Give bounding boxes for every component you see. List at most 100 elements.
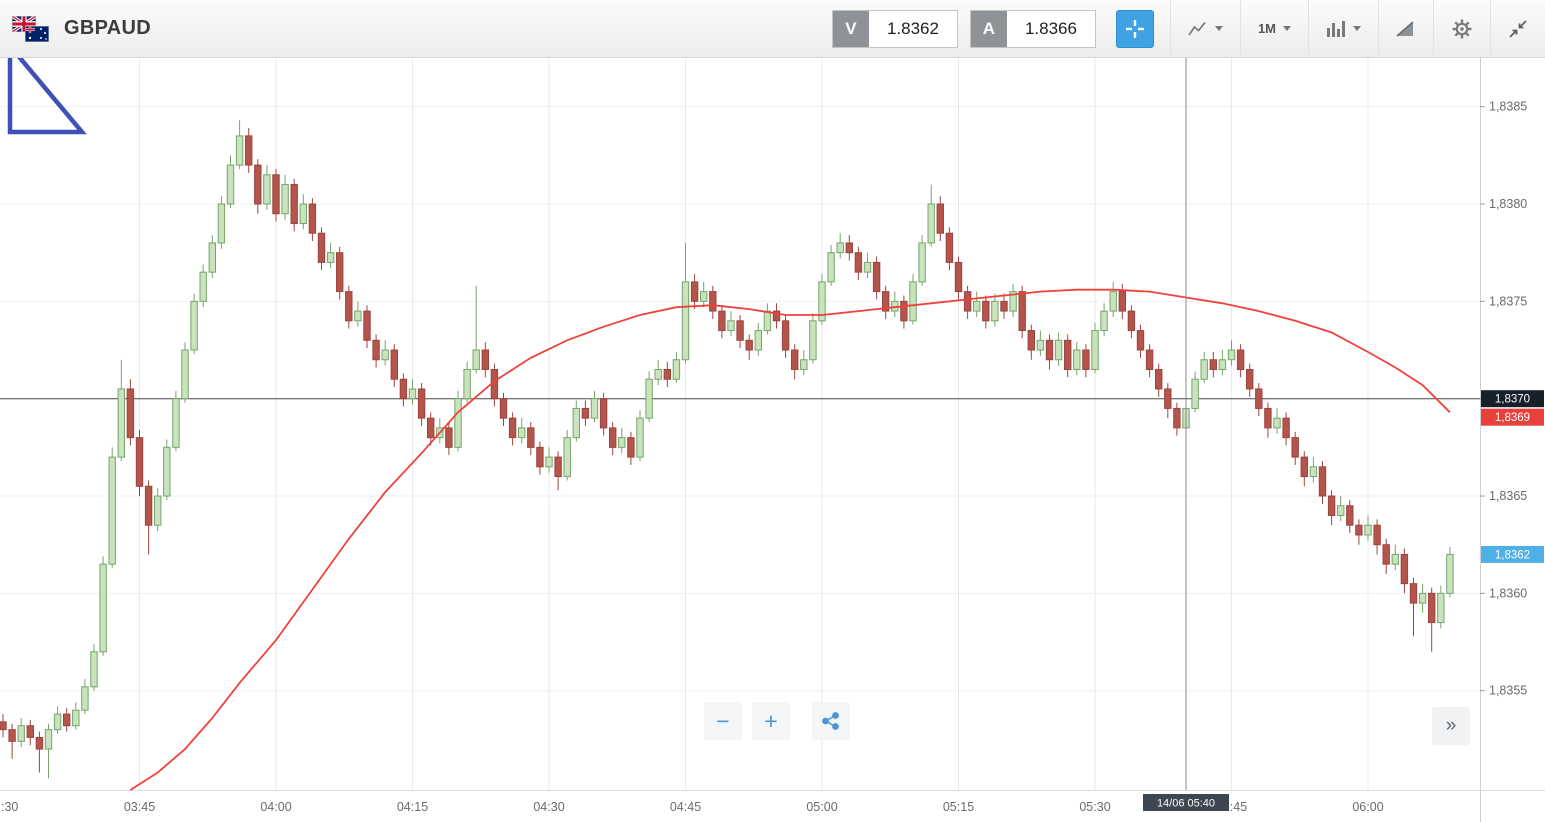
price-tick-label: 1,8375 bbox=[1489, 294, 1527, 308]
candle bbox=[581, 407, 590, 419]
candle bbox=[0, 721, 7, 731]
candle bbox=[836, 242, 844, 254]
zoom-out-button[interactable]: − bbox=[704, 702, 742, 740]
settings-gear-icon bbox=[1452, 19, 1472, 38]
last-price-badge-label: 1,8362 bbox=[1495, 549, 1530, 561]
candle bbox=[317, 232, 326, 263]
time-tick-label: 04:45 bbox=[670, 800, 701, 814]
sell-price-control: V 1.8362 bbox=[831, 9, 958, 48]
zoom-out-icon: − bbox=[716, 707, 730, 734]
candle bbox=[645, 378, 653, 419]
toolbar-separator bbox=[1490, 0, 1491, 57]
candle bbox=[1236, 349, 1245, 370]
candle bbox=[736, 320, 744, 341]
crosshair-icon bbox=[1125, 19, 1144, 38]
price-line-badge bbox=[1481, 390, 1544, 408]
candle bbox=[1264, 407, 1272, 429]
candle bbox=[800, 359, 808, 370]
indicators-dropdown[interactable] bbox=[1309, 0, 1378, 57]
candle bbox=[991, 300, 999, 322]
candle bbox=[973, 300, 981, 312]
candle bbox=[1036, 339, 1045, 351]
candle bbox=[263, 174, 271, 205]
candle bbox=[1045, 339, 1054, 361]
candle bbox=[190, 300, 198, 351]
candle bbox=[554, 456, 562, 478]
share-button[interactable] bbox=[812, 702, 850, 740]
time-axis: :30 03:45 04:00 04:15 04:30 04:45 05:00 05:15 05… bbox=[1, 800, 1384, 814]
triangle-drawing[interactable] bbox=[6, 42, 90, 138]
candle bbox=[1255, 388, 1263, 409]
candle bbox=[1018, 291, 1026, 332]
candle bbox=[772, 310, 781, 322]
candle bbox=[1428, 592, 1436, 624]
candle bbox=[918, 242, 926, 283]
candle bbox=[1337, 505, 1345, 517]
candle bbox=[1054, 339, 1063, 361]
candle bbox=[1000, 300, 1008, 312]
candle bbox=[345, 291, 353, 322]
price-chart[interactable]: 1,8385 1,8380 1,8375 1,8370 1,8365 1,8360 1,83… bbox=[0, 58, 1545, 822]
candle bbox=[472, 349, 480, 370]
toolbar-separator bbox=[1433, 0, 1434, 57]
time-tick-label: 05:15 bbox=[943, 800, 974, 814]
candle bbox=[463, 368, 471, 400]
chevron-down-icon bbox=[1353, 26, 1361, 31]
grid-lines bbox=[0, 58, 1480, 790]
candle bbox=[690, 281, 699, 302]
candle bbox=[35, 736, 44, 750]
timeframe-dropdown[interactable]: 1M bbox=[1241, 0, 1308, 57]
candle bbox=[290, 184, 298, 224]
candle bbox=[135, 437, 144, 487]
candle bbox=[254, 164, 262, 205]
candle bbox=[1327, 495, 1336, 517]
candle bbox=[108, 456, 116, 565]
time-tick-label: 05:00 bbox=[806, 800, 837, 814]
trend-drawing-button[interactable] bbox=[1379, 0, 1433, 57]
candle bbox=[927, 203, 935, 244]
candle bbox=[599, 398, 608, 429]
candle bbox=[381, 349, 389, 361]
chart-type-icon bbox=[1188, 21, 1206, 35]
candle bbox=[445, 427, 453, 448]
candle bbox=[354, 310, 362, 322]
crosshair-button[interactable] bbox=[1115, 9, 1154, 48]
candle bbox=[672, 359, 681, 380]
collapse-chart-button[interactable] bbox=[1491, 0, 1545, 57]
candle bbox=[408, 388, 417, 400]
buy-button[interactable]: A bbox=[970, 10, 1007, 47]
candle bbox=[326, 252, 335, 263]
zoom-in-button[interactable]: + bbox=[752, 702, 790, 740]
candle bbox=[281, 184, 289, 215]
chart-toolbar: GBPAUD V 1.8362 A 1.8366 bbox=[0, 0, 1545, 58]
gb-au-flags-icon bbox=[12, 15, 49, 42]
candle bbox=[545, 456, 553, 468]
candle bbox=[536, 446, 544, 468]
chart-type-dropdown[interactable] bbox=[1171, 0, 1240, 57]
candle bbox=[336, 252, 344, 293]
candle bbox=[809, 320, 817, 361]
candle bbox=[909, 281, 917, 322]
trend-icon bbox=[1396, 20, 1414, 37]
candle bbox=[90, 651, 98, 688]
expand-panel-button[interactable]: » bbox=[1432, 707, 1470, 745]
candle bbox=[791, 349, 799, 370]
time-tick-label: 06:00 bbox=[1352, 800, 1383, 814]
candle bbox=[390, 349, 399, 380]
candle bbox=[936, 203, 944, 234]
candle bbox=[1391, 553, 1399, 565]
sell-button[interactable]: V bbox=[832, 10, 869, 47]
candle bbox=[1145, 349, 1154, 370]
candle bbox=[1100, 310, 1108, 332]
settings-button[interactable] bbox=[1434, 0, 1490, 57]
crosshair-time-badge bbox=[1143, 794, 1229, 811]
chevron-down-icon bbox=[1214, 26, 1223, 31]
candle bbox=[763, 310, 772, 332]
candle bbox=[8, 729, 16, 742]
candle bbox=[117, 388, 125, 458]
candle bbox=[882, 291, 890, 312]
candle bbox=[226, 164, 235, 205]
candle bbox=[1118, 291, 1126, 312]
chart-zoom-controls: − + bbox=[704, 702, 860, 740]
candle bbox=[1446, 553, 1454, 594]
